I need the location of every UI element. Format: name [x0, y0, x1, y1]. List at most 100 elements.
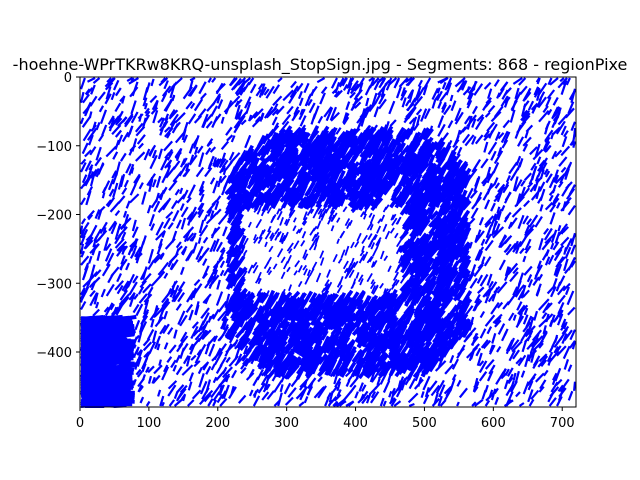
segment-mark [490, 301, 500, 315]
segment-mark [204, 341, 211, 355]
segment-mark [478, 371, 488, 382]
segment-mark [80, 346, 89, 352]
segment-mark [324, 345, 336, 363]
segment-mark [80, 255, 90, 266]
segment-mark [80, 321, 89, 327]
segment-mark [248, 114, 253, 122]
segment-mark [141, 374, 146, 381]
segment-mark [174, 188, 181, 196]
segment-mark [497, 183, 506, 193]
segment-mark [550, 229, 558, 243]
segment-mark [408, 89, 415, 103]
segment-mark [333, 314, 344, 331]
segment-mark [484, 233, 492, 245]
segment-mark [496, 191, 503, 203]
segment-mark [253, 158, 268, 174]
segment-mark [296, 327, 307, 342]
segment-mark [396, 321, 409, 338]
segment-mark [347, 131, 356, 145]
segment-mark [150, 78, 155, 87]
segment-mark [472, 332, 479, 340]
segment-mark [483, 81, 492, 90]
segment-mark [136, 134, 146, 145]
segment-mark [556, 202, 561, 209]
segment-mark [217, 300, 228, 313]
segment-mark [391, 142, 402, 158]
segment-mark [253, 234, 257, 241]
segment-mark [226, 134, 234, 142]
segment-mark [521, 340, 527, 353]
segment-mark [333, 179, 345, 195]
segment-mark [361, 234, 368, 244]
segment-mark [249, 196, 260, 209]
segment-mark [341, 305, 350, 317]
segment-mark [511, 340, 523, 353]
segment-mark [221, 181, 229, 196]
segment-mark [80, 221, 90, 235]
segment-mark [250, 151, 260, 164]
segment-mark [286, 105, 294, 115]
segment-mark [334, 338, 345, 354]
segment-mark [228, 200, 241, 218]
segment-mark [255, 88, 262, 97]
segment-mark [449, 355, 455, 364]
segment-mark [365, 127, 377, 139]
segment-mark [220, 140, 230, 151]
segment-mark [277, 392, 283, 407]
segment-mark [387, 157, 398, 170]
segment-mark [273, 379, 283, 393]
segment-mark [169, 113, 179, 127]
segment-mark [211, 199, 218, 206]
segment-mark [329, 311, 338, 323]
segment-mark [128, 77, 139, 85]
segment-mark [443, 385, 452, 395]
segment-mark [326, 358, 338, 376]
segment-mark [342, 148, 354, 162]
segment-mark [114, 129, 123, 138]
segment-mark [88, 164, 94, 171]
segment-mark [399, 277, 405, 284]
segment-mark [95, 121, 101, 131]
segment-mark [101, 320, 114, 326]
segment-mark [361, 245, 365, 253]
segment-mark [86, 185, 94, 196]
segment-mark [223, 267, 230, 277]
segment-mark [151, 179, 157, 188]
segment-mark [557, 294, 566, 305]
segment-mark [81, 142, 89, 155]
segment-mark [474, 293, 481, 304]
segment-mark [142, 97, 148, 107]
segment-mark [553, 267, 558, 276]
segment-mark [410, 209, 423, 226]
segment-mark [432, 294, 443, 309]
segment-mark [141, 272, 152, 285]
segment-mark [114, 280, 125, 291]
segment-mark [301, 216, 308, 225]
segment-mark [181, 129, 187, 141]
segment-mark [147, 259, 155, 270]
segment-mark [80, 218, 87, 225]
segment-mark [460, 290, 473, 306]
segment-mark [112, 151, 119, 160]
segment-mark [491, 287, 499, 302]
segment-mark [142, 341, 153, 352]
segment-mark [401, 97, 407, 108]
segment-mark [182, 168, 190, 178]
segment-mark [342, 112, 350, 124]
segment-mark [422, 84, 428, 96]
segment-mark [151, 149, 157, 159]
segment-mark [260, 374, 269, 386]
segment-mark [505, 175, 511, 183]
segment-mark [454, 111, 464, 125]
segment-mark [427, 154, 436, 166]
segment-mark [215, 291, 224, 306]
segment-mark [153, 200, 161, 213]
segment-mark [378, 93, 386, 105]
segment-mark [283, 260, 289, 270]
segment-mark [400, 241, 409, 253]
segment-mark [454, 77, 466, 88]
segment-mark [237, 394, 247, 404]
segment-mark [437, 115, 445, 129]
segment-mark [370, 390, 377, 399]
y-tick-label: −100 [36, 140, 72, 155]
